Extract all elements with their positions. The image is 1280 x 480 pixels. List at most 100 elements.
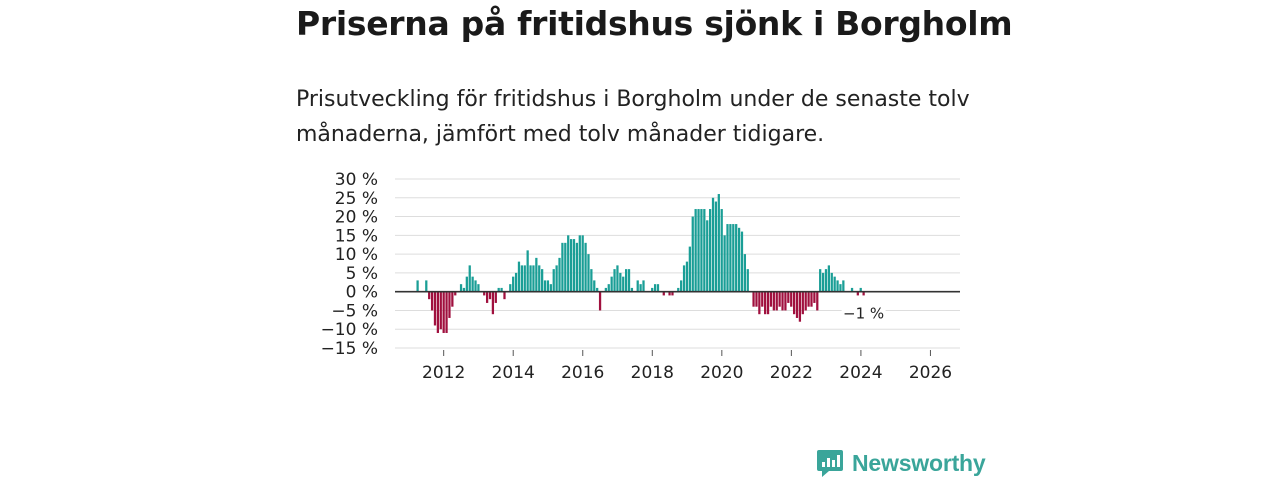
bar	[787, 291, 790, 303]
bar	[755, 291, 758, 307]
bar	[558, 257, 561, 292]
chart-subtitle: Prisutveckling för fritidshus i Borgholm…	[296, 87, 970, 147]
x-tick-label: 2026	[909, 363, 952, 383]
bar	[567, 235, 570, 292]
bar	[821, 272, 825, 292]
bar	[836, 280, 839, 292]
bar	[677, 287, 680, 292]
bar	[514, 272, 518, 292]
bar	[451, 291, 454, 307]
bar	[688, 246, 691, 292]
bar	[792, 291, 796, 315]
bar	[764, 291, 767, 315]
bar	[546, 280, 550, 292]
bar	[694, 209, 697, 292]
bar	[471, 276, 474, 292]
bar	[630, 287, 634, 292]
bar	[459, 284, 463, 292]
y-tick-label: 20 %	[335, 208, 378, 228]
bar	[778, 291, 781, 307]
bar	[758, 291, 761, 315]
bar	[642, 280, 645, 292]
bar	[433, 291, 437, 326]
bar	[813, 291, 816, 303]
bar	[575, 242, 579, 292]
bar	[474, 280, 477, 292]
bar	[700, 209, 703, 292]
x-tick-label: 2022	[770, 363, 813, 383]
bar	[512, 276, 515, 292]
bar	[810, 291, 813, 307]
bar	[622, 276, 625, 292]
bar	[549, 284, 552, 292]
bar	[627, 269, 631, 292]
bar	[798, 291, 802, 322]
y-tick-label: 25 %	[335, 189, 378, 209]
y-tick-label: 0 %	[346, 283, 378, 303]
bar	[541, 269, 544, 292]
chart-title: Priserna på fritidshus sjönk i Borgholm	[296, 4, 1013, 43]
bar	[538, 265, 541, 292]
bar	[497, 287, 500, 292]
brand-name: Newsworthy	[852, 449, 986, 476]
bar	[761, 291, 764, 307]
bar	[653, 284, 657, 292]
bar	[651, 287, 654, 292]
bar	[569, 239, 573, 292]
bar	[584, 242, 587, 292]
y-tick-label: −5 %	[331, 301, 378, 321]
bar	[526, 250, 529, 292]
bar	[703, 209, 706, 292]
bar	[416, 280, 419, 292]
bar	[425, 280, 428, 292]
bar	[596, 287, 599, 292]
newsworthy-logo-icon	[817, 450, 843, 477]
bar	[714, 201, 718, 292]
bar	[500, 287, 503, 292]
bar	[784, 291, 787, 311]
bar	[581, 235, 584, 292]
bar	[772, 291, 775, 311]
bar	[616, 265, 619, 292]
bar	[839, 284, 842, 292]
bar	[720, 209, 723, 292]
bar	[680, 280, 683, 292]
bar	[743, 254, 747, 292]
bar	[610, 276, 613, 292]
x-tick-label: 2014	[492, 363, 535, 383]
y-tick-label: −10 %	[321, 320, 378, 340]
bar	[833, 276, 836, 292]
y-tick-label: 15 %	[335, 226, 378, 246]
bar	[859, 287, 862, 292]
bar	[842, 280, 845, 292]
bar	[735, 224, 738, 292]
end-label-bg	[841, 302, 886, 323]
bar	[430, 291, 434, 311]
brand-logo: Newsworthy	[816, 448, 986, 478]
bar	[590, 269, 593, 292]
bar	[662, 291, 665, 296]
bar	[468, 265, 471, 292]
x-tick-label: 2024	[839, 363, 882, 383]
end-value-label: −1 %	[843, 304, 884, 322]
bar	[593, 280, 596, 292]
bar	[436, 291, 440, 333]
bar	[790, 291, 793, 307]
bar	[807, 291, 810, 307]
bar	[448, 291, 451, 318]
bar	[428, 291, 431, 300]
bar	[816, 291, 819, 311]
bar	[607, 284, 610, 292]
bar	[477, 284, 480, 292]
bar	[442, 291, 445, 333]
bar	[462, 287, 466, 292]
bar	[740, 231, 744, 292]
bar	[801, 291, 804, 315]
bar	[781, 291, 784, 311]
bar	[625, 269, 628, 292]
bar	[827, 265, 831, 292]
bar	[552, 269, 555, 292]
bar	[454, 291, 457, 296]
bar	[578, 235, 581, 292]
